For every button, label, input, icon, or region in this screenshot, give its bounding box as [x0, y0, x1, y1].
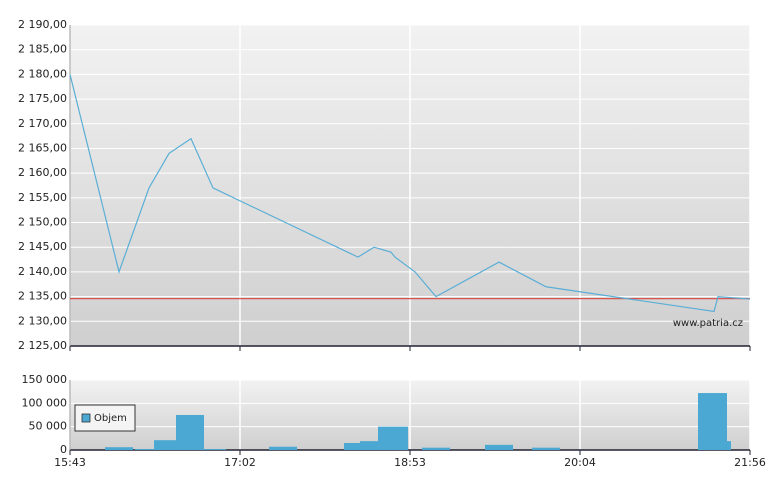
- x-tick-label: 20:04: [564, 456, 596, 469]
- y-tick-label: 150 000: [22, 373, 68, 386]
- y-tick-label: 2 135,00: [18, 290, 67, 303]
- y-tick-label: 100 000: [22, 396, 68, 409]
- x-tick-label: 15:43: [54, 456, 86, 469]
- y-tick-label: 0: [60, 443, 67, 456]
- y-tick-label: 2 160,00: [18, 166, 67, 179]
- x-tick-label: 17:02: [224, 456, 256, 469]
- y-tick-label: 2 170,00: [18, 117, 67, 130]
- y-tick-label: 2 140,00: [18, 265, 67, 278]
- y-tick-label: 2 145,00: [18, 240, 67, 253]
- volume-bar: [135, 449, 154, 450]
- x-tick-label: 18:53: [394, 456, 426, 469]
- y-tick-label: 50 000: [29, 420, 68, 433]
- volume-bar: [269, 446, 297, 450]
- volume-bar: [154, 440, 176, 450]
- y-tick-label: 2 150,00: [18, 216, 67, 229]
- y-tick-label: 2 130,00: [18, 314, 67, 327]
- price-line: [69, 74, 751, 313]
- x-tick-label: 21:56: [734, 456, 766, 469]
- y-tick-label: 2 165,00: [18, 141, 67, 154]
- volume-bar: [360, 441, 378, 450]
- y-tick-label: 2 190,00: [18, 18, 67, 31]
- volume-bar: [344, 443, 360, 450]
- legend-swatch: [81, 413, 91, 423]
- y-tick-label: 2 180,00: [18, 67, 67, 80]
- volume-bar: [176, 415, 204, 450]
- y-tick-label: 2 185,00: [18, 43, 67, 56]
- volume-bar: [727, 441, 731, 450]
- volume-bar: [105, 447, 133, 450]
- y-tick-label: 2 155,00: [18, 191, 67, 204]
- y-tick-label: 2 175,00: [18, 92, 67, 105]
- legend-label: Objem: [94, 413, 127, 424]
- volume-bar: [422, 447, 450, 450]
- volume-bar: [698, 393, 727, 450]
- volume-bar: [204, 449, 226, 450]
- volume-bar: [532, 447, 560, 450]
- y-tick-label: 2 125,00: [18, 339, 67, 352]
- watermark: www.patria.cz: [673, 318, 743, 329]
- volume-bar: [485, 444, 513, 450]
- volume-bar: [378, 426, 408, 450]
